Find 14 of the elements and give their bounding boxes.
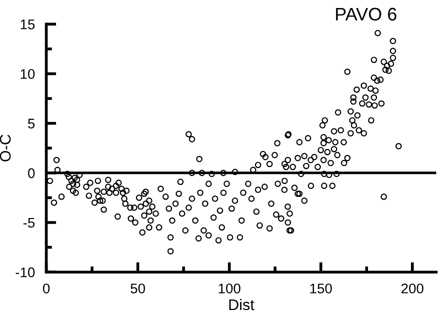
y-tick-label: -5 bbox=[23, 218, 35, 228]
x-tick-label: 100 bbox=[218, 284, 240, 294]
x-tick-label: 200 bbox=[401, 284, 424, 294]
chart-title: PAVO 6 bbox=[336, 8, 396, 21]
y-tick-label: 15 bbox=[20, 20, 35, 30]
y-tick-label: 10 bbox=[20, 69, 35, 79]
x-tick-label: 50 bbox=[130, 284, 145, 294]
x-tick-label: 150 bbox=[310, 284, 332, 294]
y-tick-label: 5 bbox=[28, 118, 35, 128]
x-tick-label: 0 bbox=[42, 284, 50, 294]
y-tick-label: 0 bbox=[28, 168, 35, 178]
y-axis-title: O-C bbox=[0, 134, 11, 162]
x-axis-title: Dist bbox=[229, 298, 254, 310]
y-tick-label: -10 bbox=[16, 267, 35, 278]
